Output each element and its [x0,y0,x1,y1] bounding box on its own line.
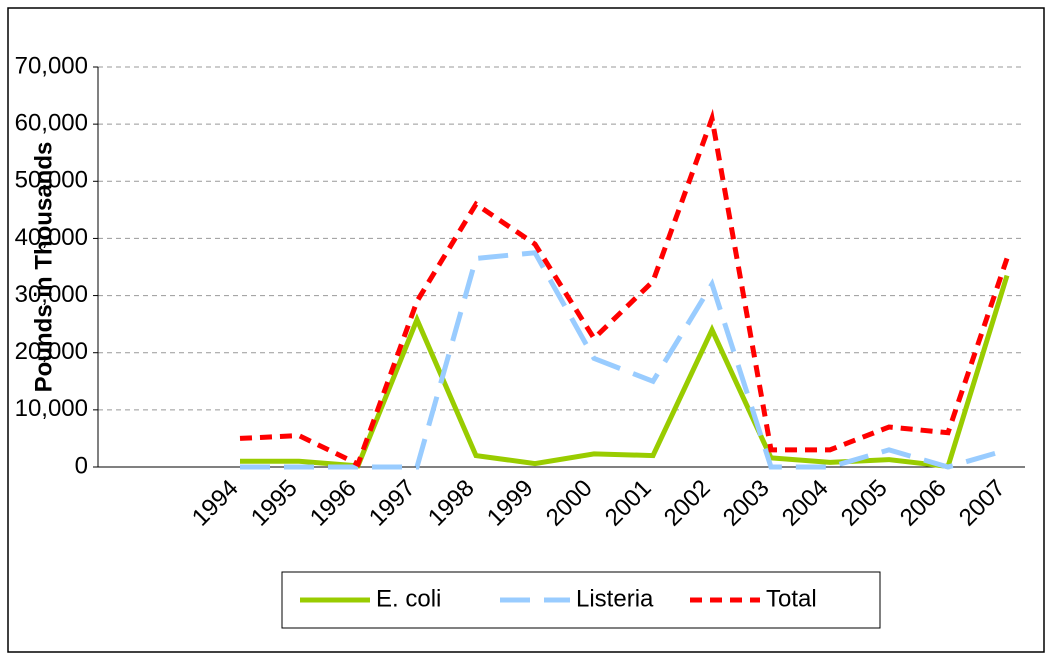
y-tick-label: 20,000 [15,338,88,365]
y-axis-label: Pounds in Thousands [30,142,57,393]
y-tick-label: 40,000 [15,224,88,251]
y-tick-label: 70,000 [15,52,88,79]
legend-label: Total [766,585,817,612]
y-tick-label: 30,000 [15,281,88,308]
y-tick-label: 60,000 [15,109,88,136]
legend-label: E. coli [376,585,441,612]
chart-frame [7,7,1045,653]
y-tick-label: 0 [75,452,88,479]
y-tick-label: 50,000 [15,167,88,194]
legend-box [281,571,881,629]
legend-label: Listeria [576,585,654,612]
y-tick-label: 10,000 [15,395,88,422]
